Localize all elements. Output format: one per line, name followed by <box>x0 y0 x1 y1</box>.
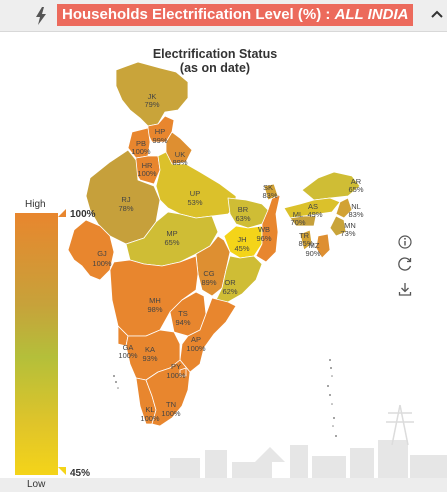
label-hp-code: HP <box>155 127 165 136</box>
header-region: ALL INDIA <box>334 6 409 23</box>
label-sk-value: 83% <box>262 191 277 200</box>
label-br-value: 63% <box>235 214 250 223</box>
label-ts-code: TS <box>178 309 188 318</box>
lightning-icon <box>36 7 46 25</box>
label-mh-code: MH <box>149 296 161 305</box>
label-pb-value: 100% <box>131 147 151 156</box>
label-gj-value: 100% <box>92 259 112 268</box>
label-pb-code: PB <box>136 139 146 148</box>
label-uk-value: 89% <box>172 158 187 167</box>
state-jk[interactable] <box>115 61 189 127</box>
chevron-up-icon[interactable] <box>430 8 444 22</box>
label-ts-value: 94% <box>175 318 190 327</box>
india-map: JK 79% HP 99% PB 100% UK 89% HR 100% UP … <box>0 40 447 492</box>
label-tr-code: TR <box>299 231 310 240</box>
state-up[interactable] <box>155 151 237 219</box>
label-kl-code: KL <box>145 405 154 414</box>
label-kl-value: 100% <box>140 414 160 423</box>
label-as-code: AS <box>308 202 318 211</box>
header-title-text: Households Electrification Level (%) <box>62 6 322 23</box>
label-mp-value: 65% <box>164 238 179 247</box>
label-up-value: 53% <box>187 198 202 207</box>
label-mp-code: MP <box>166 229 177 238</box>
state-nl[interactable] <box>335 197 353 219</box>
header-bar: Households Electrification Level (%) : A… <box>0 0 447 32</box>
label-br-code: BR <box>238 205 249 214</box>
legend-min-marker <box>58 467 66 475</box>
label-or-code: OR <box>224 278 236 287</box>
label-ka-code: KA <box>145 345 155 354</box>
label-cg-value: 89% <box>201 278 216 287</box>
header-title: Households Electrification Level (%) : A… <box>57 4 414 26</box>
state-gj[interactable] <box>67 219 115 281</box>
download-icon[interactable] <box>397 281 413 297</box>
label-ar-value: 65% <box>348 185 363 194</box>
label-mh-value: 98% <box>147 305 162 314</box>
label-py-value: 100% <box>166 371 186 380</box>
label-tr-value: 85% <box>298 239 313 248</box>
state-tn[interactable] <box>145 359 191 427</box>
label-ap-value: 100% <box>186 344 206 353</box>
map-subtitle-text: (as on date) <box>179 61 251 75</box>
label-tn-value: 100% <box>161 409 181 418</box>
label-jh-value: 45% <box>234 244 249 253</box>
label-ap-code: AP <box>191 335 201 344</box>
label-up-code: UP <box>190 189 200 198</box>
map-title-text: Electrification Status <box>152 47 278 61</box>
map-title: Electrification Status (as on date) <box>130 47 300 75</box>
label-nl-value: 83% <box>348 210 363 219</box>
label-ml-code: ML <box>293 210 303 219</box>
label-jh-code: JH <box>237 235 246 244</box>
label-rj-value: 78% <box>118 204 133 213</box>
legend-max-value: 100% <box>70 209 96 220</box>
state-sk[interactable] <box>263 183 279 201</box>
label-mz-code: MZ <box>309 241 320 250</box>
state-py[interactable] <box>179 367 187 377</box>
label-jk-value: 79% <box>144 100 159 109</box>
label-mz-value: 90% <box>305 249 320 258</box>
label-ga-value: 100% <box>118 351 138 360</box>
label-tn-code: TN <box>166 400 176 409</box>
legend-low-label: Low <box>27 479 46 490</box>
state-mz[interactable] <box>315 233 331 259</box>
label-ka-value: 93% <box>142 354 157 363</box>
legend-min-value: 45% <box>70 468 91 479</box>
label-hr-code: HR <box>142 161 153 170</box>
state-mn[interactable] <box>329 215 347 237</box>
label-gj-code: GJ <box>97 249 107 258</box>
label-ar-code: AR <box>351 177 362 186</box>
label-hp-value: 99% <box>152 136 167 145</box>
label-mn-value: 73% <box>340 229 355 238</box>
label-as-value: 49% <box>307 210 322 219</box>
label-jk-code: JK <box>148 92 157 101</box>
label-ga-code: GA <box>123 343 134 352</box>
label-wb-code: WB <box>258 225 270 234</box>
state-labels: JK 79% HP 99% PB 100% UK 89% HR 100% UP … <box>92 92 363 423</box>
label-py-code: PY <box>171 362 181 371</box>
state-or[interactable] <box>215 255 263 303</box>
label-nl-code: NL <box>351 202 361 211</box>
state-ml[interactable] <box>289 215 317 227</box>
label-uk-code: UK <box>175 150 185 159</box>
legend-gradient-bar <box>15 213 58 475</box>
info-icon[interactable] <box>397 234 413 250</box>
legend-max-marker <box>58 209 66 217</box>
header-separator: : <box>321 6 335 23</box>
state-tr[interactable] <box>299 229 313 251</box>
label-cg-code: CG <box>203 269 214 278</box>
legend-high-label: High <box>25 199 46 210</box>
label-mn-code: MN <box>344 221 356 230</box>
label-sk-code: SK <box>263 183 273 192</box>
refresh-icon[interactable] <box>397 256 413 272</box>
label-ml-value: 70% <box>290 218 305 227</box>
label-or-value: 62% <box>222 287 237 296</box>
label-hr-value: 100% <box>137 169 157 178</box>
islands <box>113 359 337 437</box>
state-ap[interactable] <box>179 297 237 373</box>
label-wb-value: 96% <box>256 234 271 243</box>
label-rj-code: RJ <box>121 195 130 204</box>
skyline-illustration <box>0 404 447 492</box>
